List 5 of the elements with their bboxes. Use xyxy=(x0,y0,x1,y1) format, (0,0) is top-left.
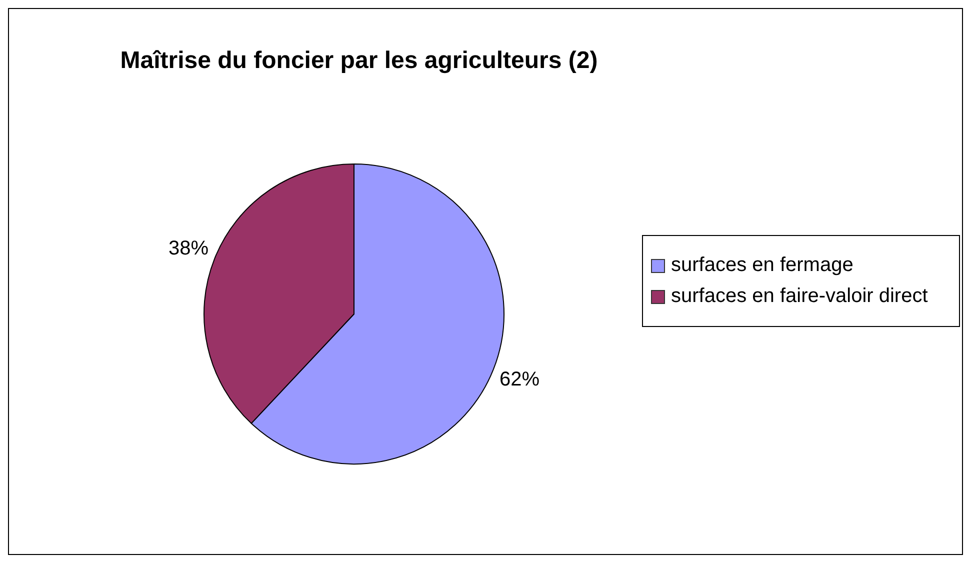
legend-label: surfaces en fermage xyxy=(671,254,854,276)
data-label: 38% xyxy=(168,237,209,260)
data-label: 62% xyxy=(499,368,540,391)
legend-label: surfaces en faire-valoir direct xyxy=(671,284,928,308)
chart-title: Maîtrise du foncier par les agriculteurs (2) xyxy=(119,47,599,75)
